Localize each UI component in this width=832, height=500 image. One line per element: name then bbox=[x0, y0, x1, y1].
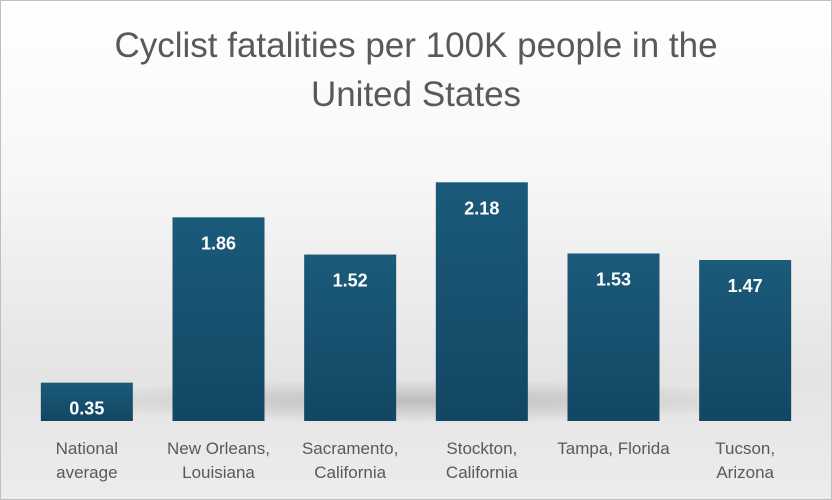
data-label: 1.86 bbox=[201, 233, 236, 253]
x-tick-label: National average bbox=[56, 439, 118, 482]
x-tick-label: Sacramento, California bbox=[302, 439, 398, 482]
x-tick-label-line: Sacramento, bbox=[302, 439, 398, 458]
x-tick-label-line: California bbox=[314, 463, 386, 482]
data-label: 1.47 bbox=[728, 276, 763, 296]
bar bbox=[435, 182, 528, 421]
bar bbox=[40, 382, 133, 421]
x-tick-label-line: Tampa, Florida bbox=[557, 439, 670, 458]
x-tick-label-line: California bbox=[446, 463, 518, 482]
x-tick-label-line: Louisiana bbox=[182, 463, 255, 482]
x-tick-label-line: Stockton, bbox=[446, 439, 517, 458]
data-label: 0.35 bbox=[69, 399, 104, 419]
x-tick-label-line: New Orleans, bbox=[167, 439, 270, 458]
x-tick-label-line: Arizona bbox=[716, 463, 774, 482]
x-tick-label-line: average bbox=[56, 463, 117, 482]
data-label: 2.18 bbox=[464, 198, 499, 218]
chart-title: Cyclist fatalities per 100K people in th… bbox=[114, 26, 718, 114]
x-tick-label: Tucson, Arizona bbox=[715, 439, 775, 482]
bar bbox=[172, 217, 265, 421]
x-tick-label: New Orleans, Louisiana bbox=[167, 439, 270, 482]
bar bbox=[567, 253, 660, 421]
x-tick-label-line: National bbox=[56, 439, 118, 458]
floor-shadow bbox=[26, 379, 806, 423]
x-tick-label: Stockton, California bbox=[446, 439, 518, 482]
x-tick-label: Tampa, Florida bbox=[557, 439, 670, 458]
data-label: 1.53 bbox=[596, 269, 631, 289]
bar bbox=[304, 254, 397, 421]
x-tick-label-line: Tucson, bbox=[715, 439, 775, 458]
data-label: 1.52 bbox=[333, 271, 368, 291]
bar bbox=[699, 260, 792, 421]
